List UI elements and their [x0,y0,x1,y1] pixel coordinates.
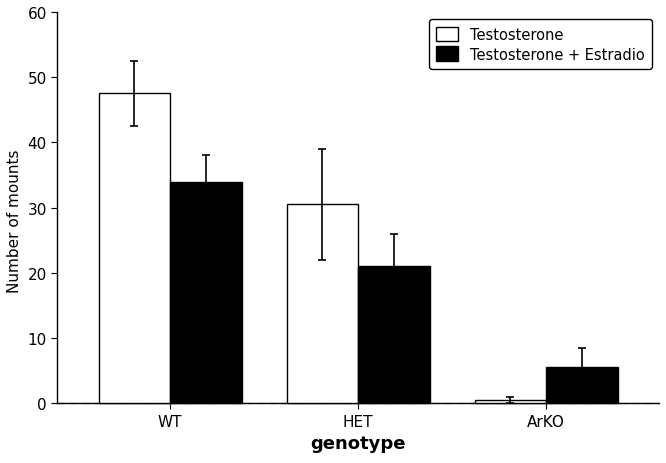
Bar [475,400,546,403]
Bar [287,205,358,403]
Bar [546,368,617,403]
Y-axis label: Number of mounts: Number of mounts [7,150,22,293]
X-axis label: genotype: genotype [310,434,406,452]
Bar [358,267,430,403]
Legend: Testosterone, Testosterone + Estradio: Testosterone, Testosterone + Estradio [429,20,652,70]
Bar [170,182,242,403]
Bar [99,94,170,403]
